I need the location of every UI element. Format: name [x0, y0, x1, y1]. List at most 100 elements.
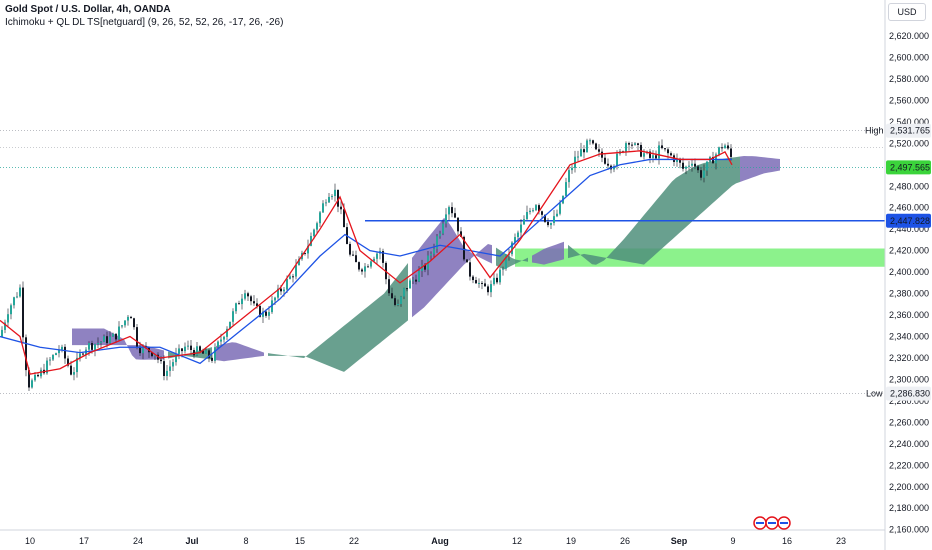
- x-tick-label: 15: [295, 536, 305, 546]
- candle-bear: [250, 296, 252, 302]
- candle-bear: [712, 157, 714, 164]
- candle-bear: [682, 162, 684, 169]
- candle-bull: [400, 296, 402, 304]
- candle-bull: [685, 166, 687, 169]
- candle-bull: [691, 163, 693, 166]
- candle-bull: [523, 219, 525, 225]
- candle-bull: [409, 280, 411, 289]
- candle-bull: [634, 143, 636, 145]
- low-price-tag: [886, 386, 931, 401]
- low-price-tag-text: 2,286.830: [890, 389, 930, 399]
- candle-bull: [550, 222, 552, 226]
- candle-bull: [232, 311, 234, 322]
- candle-bear: [355, 255, 357, 263]
- candle-bear: [136, 327, 138, 347]
- candle-bull: [373, 258, 375, 262]
- candle-bull: [580, 149, 582, 157]
- candle-bull: [331, 196, 333, 198]
- candle-bull: [658, 145, 660, 159]
- candle-bull: [370, 261, 372, 267]
- candle-bull: [559, 203, 561, 214]
- candle-bear: [208, 350, 210, 358]
- y-tick-label: 2,400.000: [889, 267, 929, 277]
- currency-button[interactable]: USD: [888, 3, 926, 21]
- candle-bear: [406, 288, 408, 290]
- candle-bull: [376, 253, 378, 259]
- candle-bear: [607, 163, 609, 166]
- candle-bear: [67, 358, 69, 366]
- candle-bear: [487, 286, 489, 293]
- candle-bull: [319, 212, 321, 224]
- candle-bear: [700, 170, 702, 178]
- high-price-tag-text: 2,531.765: [890, 126, 930, 136]
- candle-bear: [463, 236, 465, 260]
- y-tick-label: 2,620.000: [889, 31, 929, 41]
- low-label: Low: [866, 389, 883, 399]
- candle-bear: [160, 359, 162, 362]
- candle-bear: [91, 343, 93, 350]
- indicator-label[interactable]: Ichimoku + QL DL TS[netguard] (9, 26, 52…: [5, 17, 284, 28]
- candle-bear: [358, 262, 360, 270]
- candle-bull: [175, 353, 177, 363]
- candle-bear: [484, 283, 486, 287]
- candle-bull: [520, 224, 522, 233]
- candle-bull: [220, 339, 222, 342]
- indicator-lines: [0, 150, 733, 375]
- candle-bear: [538, 205, 540, 212]
- candle-bull: [448, 207, 450, 215]
- y-tick-label: 2,420.000: [889, 246, 929, 256]
- candle-bull: [574, 156, 576, 168]
- candle-bull: [124, 320, 126, 326]
- candle-bull: [109, 336, 111, 344]
- y-tick-label: 2,360.000: [889, 310, 929, 320]
- x-tick-label: 9: [730, 536, 735, 546]
- candle-bull: [196, 346, 198, 356]
- candle-bear: [388, 279, 390, 294]
- candle-bull: [52, 355, 54, 360]
- candle-bear: [451, 207, 453, 214]
- candle-bear: [247, 293, 249, 297]
- candle-bull: [229, 321, 231, 329]
- candle-bear: [70, 365, 72, 375]
- candle-bull: [478, 282, 480, 284]
- x-tick-label: Sep: [671, 536, 688, 546]
- y-tick-label: 2,300.000: [889, 374, 929, 384]
- cloud-bullish: [268, 262, 408, 372]
- candle-bull: [7, 314, 9, 323]
- chart-legend: Gold Spot / U.S. Dollar, 4h, OANDA Ichim…: [5, 3, 283, 29]
- candle-bear: [679, 158, 681, 163]
- y-tick-label: 2,440.000: [889, 224, 929, 234]
- candle-bear: [130, 316, 132, 319]
- candle-bull: [706, 161, 708, 171]
- candle-bear: [457, 217, 459, 232]
- candle-bull: [556, 213, 558, 217]
- candle-bear: [391, 293, 393, 299]
- candle-bull: [511, 242, 513, 255]
- candle-bear: [721, 147, 723, 149]
- candle-bear: [631, 144, 633, 146]
- candle-bull: [439, 233, 441, 237]
- candle-bull: [307, 245, 309, 254]
- candle-bull: [535, 205, 537, 211]
- candle-bull: [16, 296, 18, 298]
- candle-bear: [469, 262, 471, 277]
- y-tick-label: 2,600.000: [889, 52, 929, 62]
- candle-bull: [55, 353, 57, 356]
- candle-bull: [262, 311, 264, 317]
- candle-bull: [436, 236, 438, 249]
- candle-bear: [115, 333, 117, 340]
- y-tick-label: 2,240.000: [889, 439, 929, 449]
- level-price-tag: [886, 213, 931, 228]
- candle-bull: [154, 354, 156, 357]
- candle-bear: [637, 143, 639, 145]
- candle-bear: [628, 143, 630, 145]
- candle-bull: [718, 147, 720, 155]
- candle-bear: [694, 163, 696, 167]
- candle-bull: [412, 279, 414, 281]
- candle-bull: [322, 203, 324, 213]
- candle-bull: [325, 202, 327, 204]
- last-price-tag-text: 2,497.565: [890, 162, 930, 172]
- symbol-title[interactable]: Gold Spot / U.S. Dollar, 4h, OANDA: [5, 4, 171, 15]
- y-tick-label: 2,260.000: [889, 417, 929, 427]
